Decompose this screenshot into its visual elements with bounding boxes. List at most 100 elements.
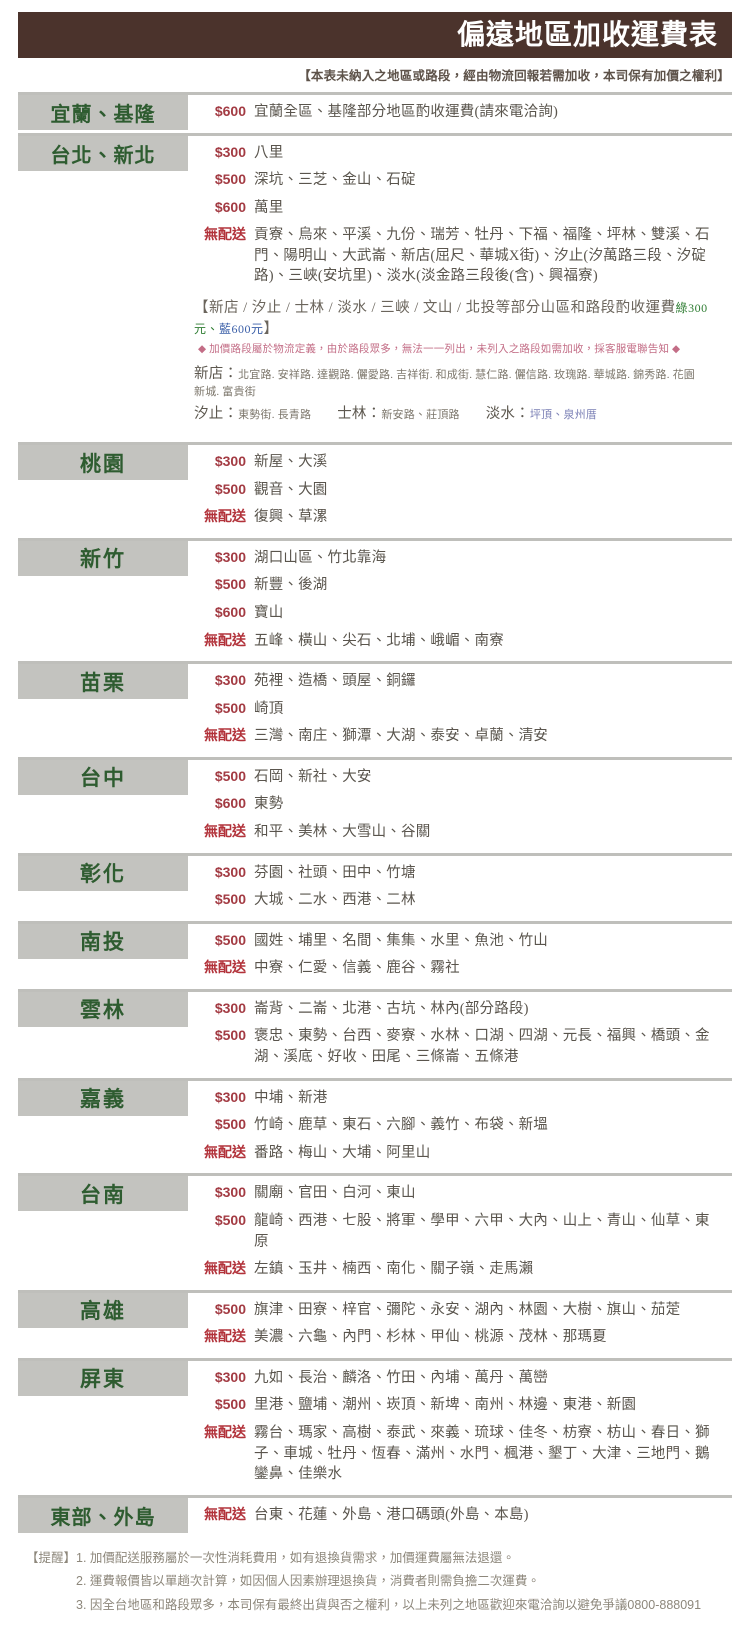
street-detail-area: 淡水： — [485, 406, 530, 423]
fee-price: $600 — [214, 103, 246, 119]
region-body: 高雄 $500 旗津、田寮、梓官、彌陀、永安、湖內、林園、大樹、旗山、茄萣 無配送 美濃… — [18, 1292, 732, 1358]
region-label: 台南 — [18, 1176, 188, 1212]
region-divider — [18, 1077, 732, 1081]
region-body: 新竹 $300 湖口山區、竹北靠海 $500 新豐、後湖 $600 寶山 無配送 五峰、橫山、尖… — [18, 540, 732, 661]
region-block: 苗栗 $300 苑裡、造橋、頭屋、銅鑼 $500 崎頂 無配送 三灣、南庄、獅潭、大湖、泰安… — [0, 664, 750, 757]
region-block: 彰化 $300 芬園、社頭、田中、竹塘 $500 大城、二水、西港、二林 — [0, 855, 750, 921]
footer-note-1: 【提醒】1. 加價配送服務屬於一次性消耗費用，如有退換貨需求，加價運費屬無法退還… — [18, 1547, 732, 1570]
region-body: 苗栗 $300 苑裡、造橋、頭屋、銅鑼 $500 崎頂 無配送 三灣、南庄、獅潭、大湖、泰安… — [18, 664, 732, 757]
region-body: 宜蘭、基隆 $600 宜蘭全區、基隆部分地區酌收運費(請來電洽詢) — [18, 95, 732, 133]
region-label: 苗栗 — [18, 664, 188, 700]
fee-areas: 霧台、瑪家、高樹、泰武、來義、琉球、佳冬、枋寮、枋山、春日、獅子、車城、牡丹、恆… — [254, 1424, 710, 1483]
header-subtitle: 【本表未納入之地區或路段，經由物流回報若需加收，本司保有加價之權利】 — [298, 69, 730, 83]
fee-price: $300 — [214, 672, 246, 689]
footer-tag: 【提醒】 — [26, 1551, 77, 1566]
fee-row: $300 新屋、大溪 — [188, 452, 732, 473]
fee-areas: 崎頂 — [254, 700, 284, 717]
fee-row: $500 石岡、新社、大安 — [188, 767, 732, 788]
surcharge-note-block: 【新店 / 汐止 / 士林 / 淡水 / 三峽 / 文山 / 北投等部分山區和路… — [188, 294, 732, 432]
fee-areas: 萬里 — [254, 199, 284, 216]
fee-price: $500 — [214, 1116, 246, 1133]
region-block: 台南 $300 關廟、官田、白河、東山 $500 龍崎、西港、七股、將軍、學甲、六甲、大… — [0, 1176, 750, 1289]
fee-areas: 崙背、二崙、北港、古坑、林內(部分路段) — [254, 1000, 529, 1017]
fee-price: $500 — [214, 1396, 246, 1413]
region-body: 彰化 $300 芬園、社頭、田中、竹塘 $500 大城、二水、西港、二林 — [18, 855, 732, 921]
fee-price: $600 — [214, 795, 246, 812]
fee-row: $500 竹崎、鹿草、東石、六腳、義竹、布袋、新塭 — [188, 1115, 732, 1136]
fee-row: $300 苑裡、造橋、頭屋、銅鑼 — [188, 671, 732, 692]
street-detail-streets: 北宜路. 安祥路. 達觀路. 儷愛路. 吉祥街. 和成街. 慧仁路. 儷信路. … — [194, 369, 696, 399]
region-block: 南投 $500 國姓、埔里、名間、集集、水里、魚池、竹山 無配送 中寮、仁愛、信義、鹿谷… — [0, 923, 750, 989]
fee-price: $500 — [214, 767, 246, 784]
region-divider — [18, 756, 732, 760]
region-divider — [18, 92, 732, 95]
fee-areas: 觀音、大園 — [254, 481, 328, 498]
region-fee-rows: $500 旗津、田寮、梓官、彌陀、永安、湖內、林園、大樹、旗山、茄萣 無配送 美濃、六… — [188, 1293, 732, 1358]
fee-price: $600 — [214, 198, 246, 215]
region-label: 雲林 — [18, 991, 188, 1027]
region-label: 東部、外島 — [18, 1497, 188, 1533]
fee-areas: 九如、長治、麟洛、竹田、內埔、萬丹、萬巒 — [254, 1369, 548, 1386]
fee-price: $500 — [214, 480, 246, 497]
fee-row: $300 九如、長治、麟洛、竹田、內埔、萬丹、萬巒 — [188, 1368, 732, 1389]
region-fee-rows: $300 八里 $500 深坑、三芝、金山、石碇 $600 萬里 無配送 貢寮、烏來、平溪、九… — [188, 136, 732, 442]
fee-price: $500 — [214, 931, 246, 948]
region-body: 台南 $300 關廟、官田、白河、東山 $500 龍崎、西港、七股、將軍、學甲、六甲、大… — [18, 1176, 732, 1289]
region-block: 台北、新北 $300 八里 $500 深坑、三芝、金山、石碇 $600 萬里 無配送 貢寮、烏來… — [0, 135, 750, 442]
fee-row: $300 中埔、新港 — [188, 1088, 732, 1109]
region-body: 台中 $500 石岡、新社、大安 $600 東勢 無配送 和平、美林、大雪山、谷關 — [18, 759, 732, 853]
street-detail-streets: 新安路、莊頂路 — [381, 409, 460, 422]
region-block: 新竹 $300 湖口山區、竹北靠海 $500 新豐、後湖 $600 寶山 無配送 五峰、橫山、尖… — [0, 540, 750, 661]
fee-areas: 宜蘭全區、基隆部分地區酌收運費(請來電洽詢) — [254, 104, 559, 120]
fee-areas: 旗津、田寮、梓官、彌陀、永安、湖內、林園、大樹、旗山、茄萣 — [254, 1301, 681, 1318]
region-fee-rows: 無配送 台東、花蓮、外島、港口碼頭(外島、本島) — [188, 1498, 732, 1536]
street-detail-area: 士林： — [337, 406, 382, 423]
region-label: 南投 — [18, 923, 188, 959]
region-divider — [18, 661, 732, 665]
fee-price: $600 — [214, 603, 246, 620]
fee-row: $600 東勢 — [188, 794, 732, 815]
region-divider — [18, 1173, 732, 1177]
no-delivery-label: 無配送 — [204, 631, 246, 648]
region-fee-rows: $300 九如、長治、麟洛、竹田、內埔、萬丹、萬巒 $500 里港、鹽埔、潮州、崁頂、… — [188, 1361, 732, 1495]
region-label: 高雄 — [18, 1292, 188, 1328]
fee-row: $500 旗津、田寮、梓官、彌陀、永安、湖內、林園、大樹、旗山、茄萣 — [188, 1300, 732, 1321]
fee-areas: 五峰、橫山、尖石、北埔、峨嵋、南寮 — [254, 632, 504, 649]
region-fee-rows: $300 新屋、大溪 $500 觀音、大園 無配送 復興、草漯 — [188, 445, 732, 538]
fee-row: 無配送 霧台、瑪家、高樹、泰武、來義、琉球、佳冬、枋寮、枋山、春日、獅子、車城、牡… — [188, 1423, 732, 1485]
region-body: 桃園 $300 新屋、大溪 $500 觀音、大園 無配送 復興、草漯 — [18, 445, 732, 538]
fee-areas: 復興、草漯 — [254, 509, 328, 526]
fee-price: $500 — [214, 1211, 246, 1228]
fee-areas: 新屋、大溪 — [254, 454, 328, 471]
fee-row: 無配送 左鎮、玉井、楠西、南化、關子嶺、走馬瀨 — [188, 1259, 732, 1280]
region-divider — [18, 1289, 732, 1293]
regions-list: 宜蘭、基隆 $600 宜蘭全區、基隆部分地區酌收運費(請來電洽詢) 台北、新北 $300… — [0, 92, 750, 1535]
region-fee-rows: $600 宜蘭全區、基隆部分地區酌收運費(請來電洽詢) — [188, 95, 732, 133]
region-label: 台中 — [18, 759, 188, 795]
no-delivery-label: 無配送 — [204, 508, 246, 525]
fee-row: $500 觀音、大園 — [188, 480, 732, 501]
fee-row: $600 寶山 — [188, 603, 732, 624]
no-delivery-label: 無配送 — [204, 1328, 246, 1345]
region-divider — [18, 852, 732, 856]
no-delivery-label: 無配送 — [204, 226, 246, 243]
fee-areas: 竹崎、鹿草、東石、六腳、義竹、布袋、新塭 — [254, 1117, 548, 1134]
fee-areas: 深坑、三芝、金山、石碇 — [254, 172, 416, 189]
surcharge-note-main: 【新店 / 汐止 / 士林 / 淡水 / 三峽 / 文山 / 北投等部分山區和路… — [194, 300, 676, 317]
fee-row: $300 關廟、官田、白河、東山 — [188, 1183, 732, 1204]
no-delivery-label: 無配送 — [204, 959, 246, 976]
region-fee-rows: $500 國姓、埔里、名間、集集、水里、魚池、竹山 無配送 中寮、仁愛、信義、鹿谷、霧… — [188, 924, 732, 989]
street-detail-row: 汐止：東勢街. 長青路 士林：新安路、莊頂路 淡水：坪頂、泉州厝 — [194, 402, 726, 423]
region-label: 新竹 — [18, 540, 188, 576]
shipping-fee-sheet: 偏遠地區加收運費表 【本表未納入之地區或路段，經由物流回報若需加收，本司保有加價… — [0, 12, 750, 1633]
fee-row: $500 褒忠、東勢、台西、麥寮、水林、口湖、四湖、元長、福興、橋頭、金湖、溪底、… — [188, 1026, 732, 1067]
fee-row: $300 湖口山區、竹北靠海 — [188, 548, 732, 569]
fee-row: 無配送 美濃、六龜、內門、杉林、甲仙、桃源、茂林、那瑪夏 — [188, 1327, 732, 1348]
street-detail-streets: 東勢街. 長青路 — [238, 409, 312, 422]
footer-notes: 【提醒】1. 加價配送服務屬於一次性消耗費用，如有退換貨需求，加價運費屬無法退還… — [18, 1547, 732, 1616]
fee-price: $300 — [214, 1184, 246, 1201]
region-block: 嘉義 $300 中埔、新港 $500 竹崎、鹿草、東石、六腳、義竹、布袋、新塭 無配送 番路… — [0, 1080, 750, 1174]
no-delivery-label: 無配送 — [204, 1143, 246, 1160]
fee-areas: 中寮、仁愛、信義、鹿谷、霧社 — [254, 960, 460, 977]
fee-row: 無配送 復興、草漯 — [188, 507, 732, 528]
